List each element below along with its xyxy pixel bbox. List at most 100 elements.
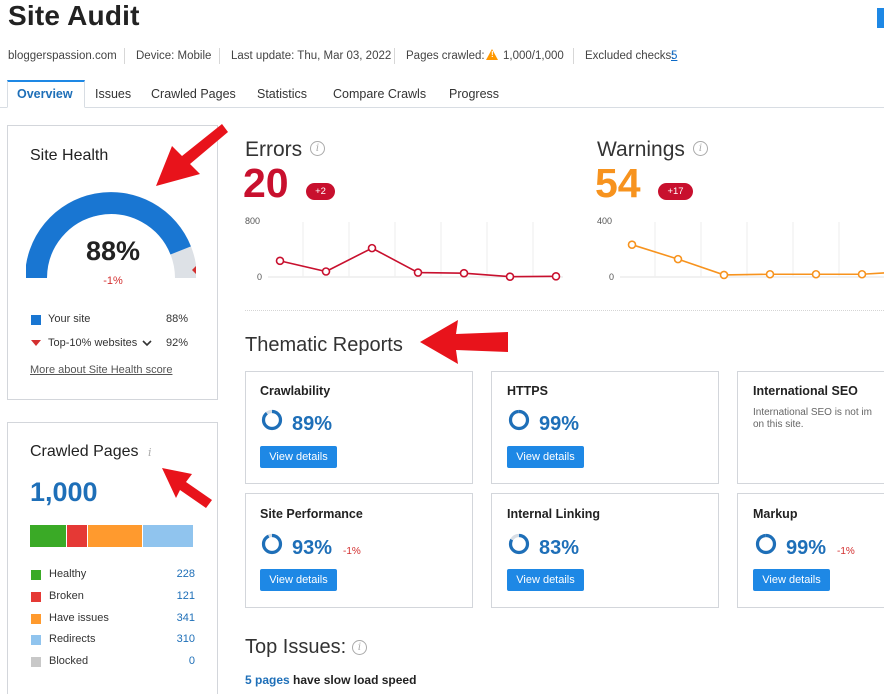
chart-point [413,268,423,277]
legend-redirects-value[interactable]: 310 [176,633,195,645]
tab-progress[interactable]: Progress [449,87,500,101]
view-details-button[interactable]: View details [753,569,830,591]
warnings-count[interactable]: 54 [595,160,641,206]
tabs-divider [0,107,884,108]
warnings-ymax: 400 [597,216,613,226]
progress-ring-icon [261,533,283,555]
top-issue-item: 5 pages have slow load speed [245,673,416,687]
chart-point [765,269,775,279]
errors-ymin: 0 [257,272,263,282]
chart-point [857,269,867,279]
chart-point [459,268,469,278]
errors-count[interactable]: 20 [243,160,289,206]
legend-have-issues-value[interactable]: 341 [176,612,195,624]
warnings-ymin: 0 [609,272,615,282]
top10-marker [192,266,196,274]
thematic-card-delta: -1% [343,546,361,557]
divider [219,48,220,64]
view-details-button[interactable]: View details [507,446,584,468]
chart-point [627,240,637,249]
progress-ring-icon [261,409,283,431]
corner-indicator [877,8,884,28]
thematic-card-percent: 83% [539,537,580,559]
tab-crawled-pages[interactable]: Crawled Pages [151,87,236,101]
tab-statistics[interactable]: Statistics [257,87,308,101]
legend-healthy: Healthy [49,568,87,580]
blocked-swatch [31,657,41,667]
errors-delta-badge: +2 [306,183,335,200]
crawled-pages-title: Crawled Pages [30,443,139,460]
chevron-down-icon[interactable] [142,339,152,347]
top-issues-title: Top Issues: [245,636,347,658]
project-domain[interactable]: bloggerspassion.com [8,50,117,62]
bar-segment-redirects [143,525,193,547]
chart-point [505,272,515,281]
view-details-button[interactable]: View details [260,446,337,468]
legend-healthy-value[interactable]: 228 [176,568,195,580]
top-issue-text: have slow load speed [293,673,417,687]
thematic-card-title: Crawlability [260,384,331,398]
warnings-label: Warnings [597,138,685,161]
top-issue-count-link[interactable]: 5 pages [245,673,290,687]
thematic-card-note: International SEO is not im on this site… [753,407,872,430]
view-details-button[interactable]: View details [507,569,584,591]
thematic-card-title: Internal Linking [507,507,601,521]
thematic-card-delta: -1% [837,546,855,557]
chart-point [719,270,729,280]
tab-compare-crawls[interactable]: Compare Crawls [333,87,427,101]
tab-overview[interactable]: Overview [17,87,73,101]
site-health-gauge [26,192,196,279]
ring-fill [755,533,777,555]
ring-fill [261,533,283,555]
thematic-card-percent: 99% [786,537,827,559]
legend-broken: Broken [49,590,84,602]
crawled-pages-card [7,422,218,694]
progress-ring-icon [508,533,530,555]
thematic-card-title: Site Performance [260,507,363,521]
tab-issues[interactable]: Issues [95,87,132,101]
legend-redirects: Redirects [49,633,96,645]
redirects-swatch [31,635,41,645]
last-update: Last update: Thu, Mar 03, 2022 [231,50,392,62]
legend-have-issues: Have issues [49,612,109,624]
top10-triangle-icon [31,340,41,346]
thematic-card-title: Markup [753,507,798,521]
info-icon[interactable]: i [310,141,325,156]
info-icon[interactable]: i [693,141,708,156]
section-divider [245,310,884,311]
annotation-arrow [156,124,228,186]
info-icon[interactable]: i [148,446,152,459]
bar-segment-broken [67,525,87,547]
legend-top10[interactable]: Top-10% websites [48,337,138,349]
legend-top10-value: 92% [165,337,188,349]
your-site-swatch [31,315,41,325]
excluded-checks-link[interactable]: 5 [671,50,678,62]
info-icon[interactable]: i [352,640,367,655]
chart-line [631,243,884,276]
ring-fill [508,533,530,555]
view-details-button[interactable]: View details [260,569,337,591]
thematic-card-international-seo[interactable] [737,371,884,484]
thematic-card-title: International SEO [753,384,858,398]
thematic-card-percent: 89% [292,413,333,435]
pages-crawled-value: 1,000/1,000 [503,50,564,62]
legend-broken-value[interactable]: 121 [176,590,195,602]
chart-point [811,269,821,279]
crawled-pages-bar [30,525,194,547]
site-health-more-link[interactable]: More about Site Health score [30,364,173,376]
errors-ymax: 800 [245,216,261,226]
warnings-delta-badge: +17 [658,183,693,200]
crawled-pages-total: 1,000 [30,477,98,507]
site-health-score: 88% [85,236,141,266]
divider [573,48,574,64]
site-health-title: Site Health [30,147,109,164]
legend-blocked-value[interactable]: 0 [188,655,195,667]
divider [394,48,395,64]
broken-swatch [31,592,41,602]
thematic-card-percent: 99% [539,413,580,435]
annotation-arrow [162,468,212,508]
page-title: Site Audit [8,0,140,31]
ring-fill [261,409,283,431]
errors-trend-chart [268,222,563,281]
site-health-delta: -1% [103,275,123,287]
